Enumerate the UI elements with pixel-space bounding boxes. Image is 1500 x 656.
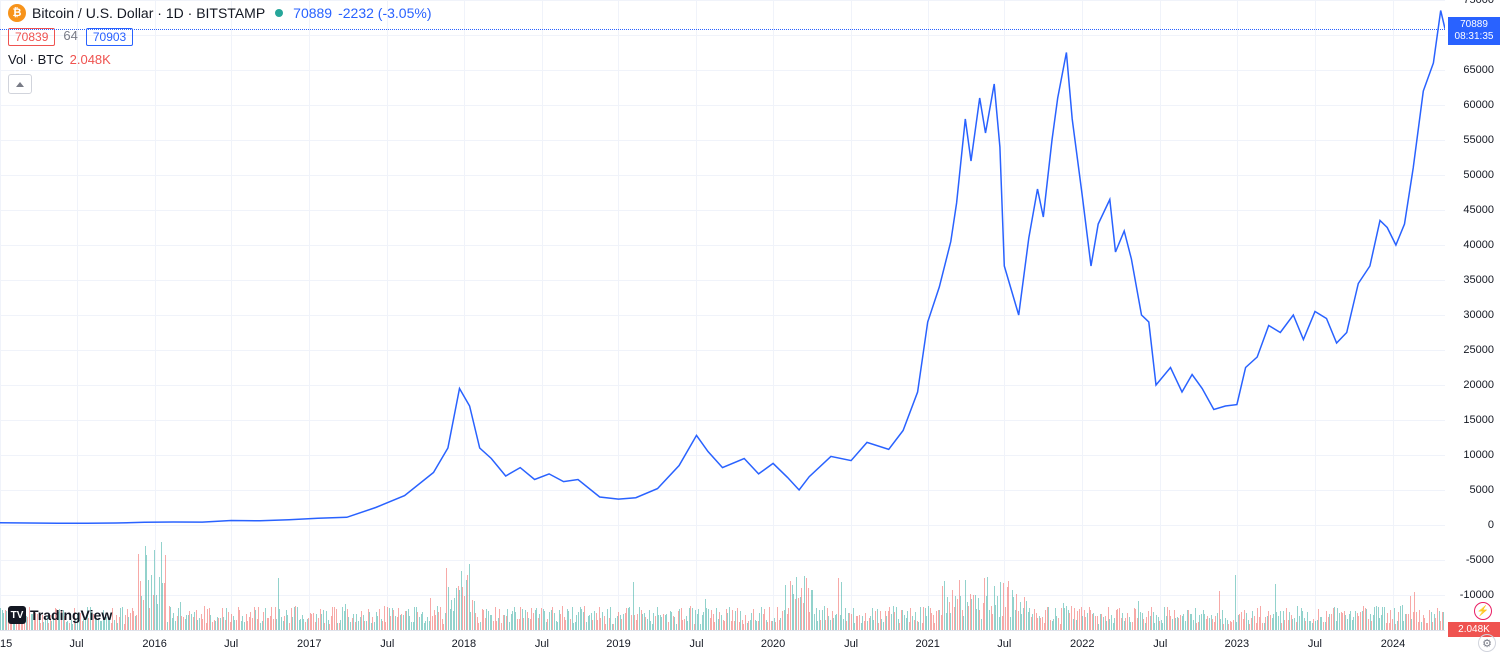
x-tick: Jul xyxy=(1308,638,1322,650)
logo-icon: TV xyxy=(8,606,26,624)
settings-button[interactable]: ⚙ xyxy=(1478,634,1496,652)
y-tick: 45000 xyxy=(1463,204,1494,216)
x-tick: Jul xyxy=(535,638,549,650)
y-tick: 10000 xyxy=(1463,449,1494,461)
x-tick: Jul xyxy=(224,638,238,650)
x-tick: 2022 xyxy=(1070,638,1094,650)
y-tick: 50000 xyxy=(1463,169,1494,181)
y-tick: 65000 xyxy=(1463,64,1494,76)
y-tick: 0 xyxy=(1488,519,1494,531)
x-tick: 2024 xyxy=(1381,638,1405,650)
y-tick: -10000 xyxy=(1460,589,1494,601)
y-tick: -5000 xyxy=(1466,554,1494,566)
x-tick: Jul xyxy=(997,638,1011,650)
flash-icon[interactable]: ⚡ xyxy=(1474,602,1492,620)
tradingview-logo[interactable]: TV TradingView xyxy=(8,606,112,624)
x-tick: Jul xyxy=(70,638,84,650)
y-tick: 60000 xyxy=(1463,99,1494,111)
x-tick: 2016 xyxy=(142,638,166,650)
y-tick: 5000 xyxy=(1470,484,1494,496)
y-tick: 40000 xyxy=(1463,239,1494,251)
x-tick: Jul xyxy=(844,638,858,650)
y-tick: 35000 xyxy=(1463,274,1494,286)
x-tick: 2020 xyxy=(761,638,785,650)
price-chart[interactable] xyxy=(0,0,1445,630)
x-tick: 2017 xyxy=(297,638,321,650)
y-tick: 55000 xyxy=(1463,134,1494,146)
x-axis[interactable]: 2015 Jul 2016 Jul 2017 Jul 2018 Jul 2019 Jul 2020 J… xyxy=(0,630,1445,656)
x-tick: 2019 xyxy=(606,638,630,650)
x-tick: 2023 xyxy=(1225,638,1249,650)
price-badge: 7088908:31:35 xyxy=(1448,17,1500,45)
x-tick: 2015 xyxy=(0,638,12,650)
x-tick: Jul xyxy=(1153,638,1167,650)
y-tick: 15000 xyxy=(1463,414,1494,426)
x-tick: 2021 xyxy=(915,638,939,650)
y-tick: 75000 xyxy=(1463,0,1494,6)
x-tick: Jul xyxy=(380,638,394,650)
y-tick: 20000 xyxy=(1463,379,1494,391)
y-tick: 25000 xyxy=(1463,344,1494,356)
y-tick: 30000 xyxy=(1463,309,1494,321)
x-tick: 2018 xyxy=(452,638,476,650)
y-axis[interactable]: -15000-10000-500005000100001500020000250… xyxy=(1445,0,1500,630)
x-tick: Jul xyxy=(689,638,703,650)
